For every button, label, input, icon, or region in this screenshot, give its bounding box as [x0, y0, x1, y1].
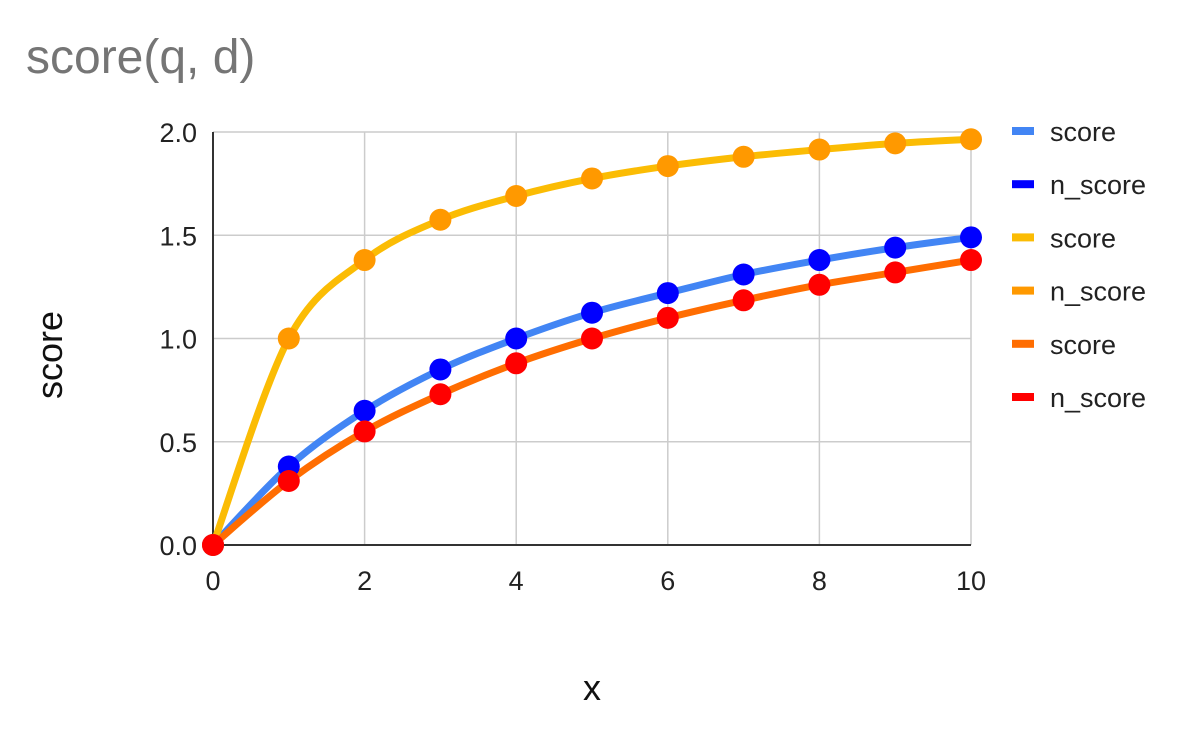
legend-item: n_score: [1012, 383, 1146, 413]
legend-item: n_score: [1012, 170, 1146, 200]
chart-title: score(q, d): [26, 31, 256, 84]
data-point: [732, 289, 755, 312]
data-point: [277, 327, 300, 350]
data-point: [581, 327, 603, 350]
legend-swatch-icon: [1012, 286, 1034, 295]
legend-item: n_score: [1012, 277, 1146, 307]
data-point: [960, 249, 982, 272]
y-tick-label: 2.0: [159, 118, 197, 148]
data-point: [732, 145, 755, 168]
data-point: [884, 132, 907, 155]
legend-item: score: [1012, 223, 1116, 253]
data-point: [581, 301, 603, 324]
data-point: [505, 327, 528, 350]
data-point: [581, 167, 603, 190]
legend-label: score: [1050, 223, 1116, 253]
legend-label: n_score: [1050, 277, 1146, 307]
data-point: [808, 138, 831, 161]
legend-label: n_score: [1050, 170, 1146, 200]
data-point: [656, 306, 679, 329]
data-point: [202, 534, 224, 556]
data-point: [884, 236, 907, 259]
x-axis-ticks: 0 2 4 6 8 10: [205, 566, 986, 596]
x-tick-label: 8: [812, 566, 827, 596]
data-point: [505, 352, 528, 375]
data-point: [656, 282, 679, 305]
legend-swatch-icon: [1012, 393, 1034, 401]
data-point: [429, 208, 452, 231]
y-tick-label: 0.5: [159, 428, 197, 458]
data-point: [808, 249, 831, 272]
legend-item: score: [1012, 117, 1116, 147]
data-point: [884, 261, 907, 284]
data-point: [960, 128, 982, 151]
x-tick-label: 4: [509, 566, 524, 596]
data-point: [429, 383, 452, 406]
legend-label: score: [1050, 117, 1116, 147]
legend-swatch-icon: [1012, 127, 1034, 135]
data-point: [353, 399, 376, 422]
axes: [212, 132, 971, 546]
x-tick-label: 2: [357, 566, 372, 596]
legend-swatch-icon: [1012, 180, 1034, 189]
data-point: [353, 249, 376, 272]
data-point: [429, 358, 452, 381]
data-point: [353, 420, 376, 443]
legend-label: score: [1050, 330, 1116, 360]
series-points: [202, 128, 982, 556]
legend-swatch-icon: [1012, 233, 1034, 242]
series-line: [209, 233, 975, 549]
legend-label: n_score: [1050, 383, 1146, 413]
y-tick-label: 1.0: [159, 325, 197, 355]
y-tick-label: 0.0: [159, 531, 197, 561]
y-axis-ticks: 0.0 0.5 1.0 1.5 2.0: [159, 118, 197, 561]
data-point: [277, 469, 300, 492]
data-point: [960, 226, 982, 249]
data-point: [505, 185, 528, 208]
legend-item: score: [1012, 330, 1116, 360]
x-axis-label: x: [583, 667, 601, 708]
data-point: [808, 273, 831, 296]
x-tick-label: 6: [660, 566, 675, 596]
y-axis-label: score: [29, 311, 70, 399]
data-point: [732, 263, 755, 286]
y-tick-label: 1.5: [159, 221, 197, 251]
x-tick-label: 0: [205, 566, 220, 596]
legend-swatch-icon: [1012, 339, 1034, 348]
data-point: [656, 155, 679, 178]
x-tick-label: 10: [956, 566, 986, 596]
